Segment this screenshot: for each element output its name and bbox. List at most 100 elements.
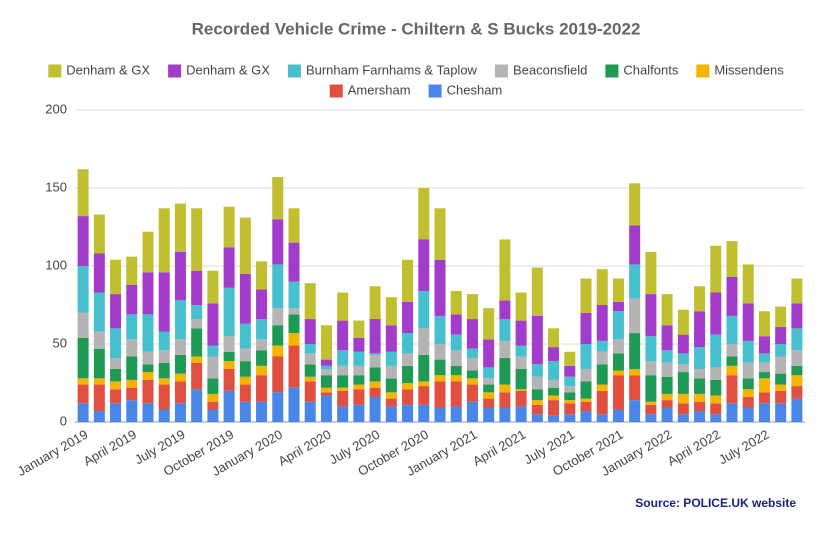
- bar-segment: [191, 328, 203, 357]
- legend-label: Denham & GX: [186, 62, 270, 77]
- bar-segment: [434, 208, 446, 260]
- bar-segment: [758, 353, 770, 363]
- bar-segment: [515, 368, 527, 390]
- bar-segment: [499, 239, 511, 301]
- bar-segment: [272, 356, 284, 393]
- bar-segment: [612, 375, 624, 410]
- bar-segment: [694, 378, 706, 394]
- bar-segment: [256, 339, 268, 351]
- bar-segment: [515, 345, 527, 357]
- bar-segment: [110, 389, 122, 404]
- y-tick-label: 0: [60, 413, 67, 428]
- bar-segment: [726, 403, 738, 422]
- legend-swatch: [428, 84, 442, 98]
- bar-segment: [564, 376, 576, 387]
- legend-item: Missendens: [696, 62, 784, 78]
- bar-segment: [450, 314, 462, 335]
- bar-segment: [288, 345, 300, 388]
- bar-segment: [596, 384, 608, 391]
- bar-segment: [337, 365, 349, 376]
- bar-segment: [402, 301, 414, 334]
- bar-segment: [629, 375, 641, 401]
- bar-segment: [191, 305, 203, 320]
- bar-segment: [564, 386, 576, 393]
- bar-segment: [612, 353, 624, 371]
- y-tick-label: 200: [45, 101, 67, 116]
- bar-segment: [758, 403, 770, 422]
- bar-segment: [548, 395, 560, 401]
- bar-segment: [726, 276, 738, 316]
- bar-segment: [710, 292, 722, 335]
- bar-segment: [677, 403, 689, 415]
- bar-segment: [369, 286, 381, 320]
- bar-segment: [158, 272, 170, 332]
- bar-segment: [531, 267, 543, 316]
- bar-segment: [320, 395, 332, 422]
- bar-segment: [174, 403, 186, 422]
- bar-segment: [223, 351, 235, 362]
- bar-segment: [142, 351, 154, 365]
- bar-segment: [483, 308, 495, 340]
- bar-segment: [288, 281, 300, 309]
- bar-segment: [418, 381, 430, 387]
- bar-segment: [661, 350, 673, 363]
- bar-segment: [304, 319, 316, 344]
- bar-segment: [304, 381, 316, 402]
- bar-segment: [402, 259, 414, 302]
- bar-segment: [466, 358, 478, 371]
- bar-segment: [450, 365, 462, 376]
- bar-segment: [174, 381, 186, 404]
- bar-segment: [450, 406, 462, 422]
- bar-segment: [385, 325, 397, 352]
- legend-label: Amersham: [348, 82, 411, 97]
- bar-segment: [272, 177, 284, 220]
- bar-segment: [483, 367, 495, 379]
- bar-segment: [564, 414, 576, 422]
- bar-segment: [564, 400, 576, 404]
- bar-segment: [272, 345, 284, 357]
- bar-segment: [418, 404, 430, 422]
- bar-segment: [758, 336, 770, 354]
- bar-segment: [337, 390, 349, 407]
- legend-item: Denham & GX: [168, 62, 270, 78]
- bar-segment: [337, 406, 349, 422]
- bar-segment: [191, 389, 203, 422]
- bar-segment: [126, 339, 138, 357]
- bar-segment: [207, 393, 219, 402]
- bar-segment: [174, 300, 186, 340]
- bar-segment: [742, 362, 754, 379]
- bar-segment: [385, 392, 397, 399]
- bar-segment: [710, 245, 722, 293]
- bar-segment: [629, 298, 641, 334]
- bar-segment: [775, 373, 787, 385]
- bar-segment: [515, 389, 527, 391]
- bar-segment: [596, 351, 608, 365]
- legend-item: Chesham: [428, 82, 502, 98]
- bar-segment: [548, 415, 560, 422]
- bar-segment: [791, 278, 803, 304]
- bar-segment: [758, 378, 770, 393]
- bar-segment: [450, 381, 462, 407]
- bar-segment: [791, 350, 803, 366]
- bar-segment: [564, 392, 576, 401]
- bar-segment: [450, 334, 462, 351]
- bar-segment: [288, 308, 300, 315]
- bar-segment: [580, 368, 592, 382]
- bar-segment: [126, 284, 138, 315]
- bar-segment: [629, 400, 641, 422]
- bar-segment: [272, 264, 284, 309]
- bar-segment: [353, 337, 365, 352]
- bar-segment: [726, 375, 738, 404]
- bar-segment: [564, 403, 576, 415]
- bar-segment: [742, 264, 754, 304]
- bar-segment: [791, 303, 803, 329]
- bar-segment: [758, 311, 770, 337]
- legend-item: Burnham Farnhams & Taplow: [287, 62, 478, 78]
- bar-segment: [612, 278, 624, 302]
- bar-segment: [272, 325, 284, 346]
- bar-segment: [580, 381, 592, 399]
- x-tick-label: July 2022: [716, 427, 772, 468]
- bar-segment: [239, 376, 251, 385]
- x-tick-label: January 2019: [15, 427, 91, 479]
- legend-label: Denham & GX: [66, 62, 150, 77]
